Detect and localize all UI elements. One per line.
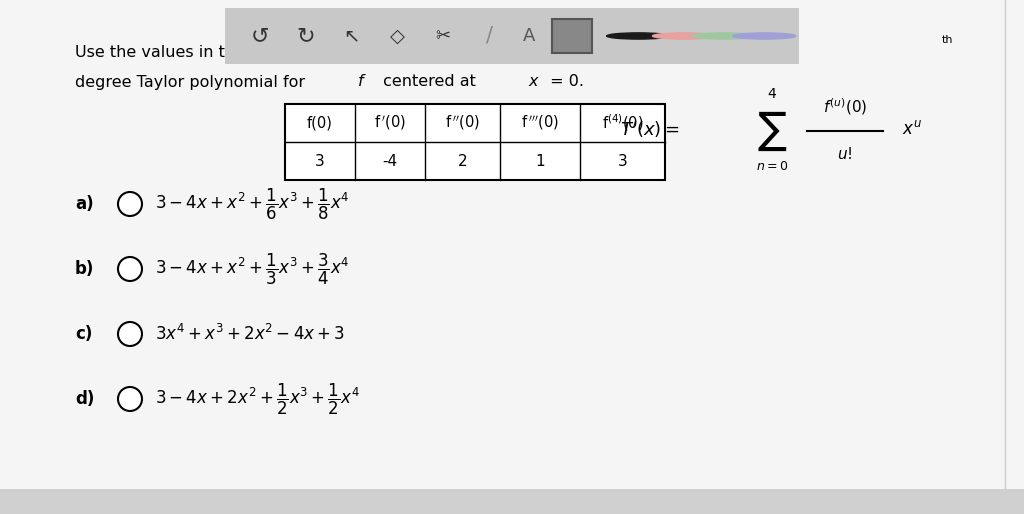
Text: degree Taylor polynomial for: degree Taylor polynomial for (75, 75, 310, 89)
Text: $3 - 4x + x^2 + \dfrac{1}{3}x^3 + \dfrac{3}{4}x^4$: $3 - 4x + x^2 + \dfrac{1}{3}x^3 + \dfrac… (155, 251, 349, 287)
Text: $\sum$: $\sum$ (757, 109, 787, 153)
Text: 3: 3 (315, 154, 325, 169)
Text: $3 - 4x + x^2 + \dfrac{1}{6}x^3 + \dfrac{1}{8}x^4$: $3 - 4x + x^2 + \dfrac{1}{6}x^3 + \dfrac… (155, 187, 349, 222)
Text: 1: 1 (536, 154, 545, 169)
Text: ↖: ↖ (343, 27, 359, 45)
Circle shape (733, 33, 796, 39)
Text: f(0): f(0) (307, 116, 333, 131)
Text: ✂: ✂ (435, 27, 451, 45)
Text: $4$: $4$ (767, 87, 777, 101)
Circle shape (652, 33, 716, 39)
Text: f$\,'$(0): f$\,'$(0) (374, 114, 407, 132)
Text: d): d) (75, 390, 94, 408)
Text: A: A (523, 27, 536, 45)
Text: ↻: ↻ (296, 26, 314, 46)
Text: $3x^4 + x^3 + 2x^2 - 4x + 3$: $3x^4 + x^3 + 2x^2 - 4x + 3$ (155, 324, 345, 344)
Circle shape (606, 33, 670, 39)
Text: $3 - 4x + 2x^2 + \dfrac{1}{2}x^3 + \dfrac{1}{2}x^4$: $3 - 4x + 2x^2 + \dfrac{1}{2}x^3 + \dfra… (155, 381, 360, 417)
Text: $f^{(u)}(0)$: $f^{(u)}(0)$ (823, 97, 867, 117)
Circle shape (118, 192, 142, 216)
Text: b): b) (75, 260, 94, 278)
FancyBboxPatch shape (197, 5, 827, 67)
Circle shape (118, 257, 142, 281)
Text: 2: 2 (458, 154, 467, 169)
Text: = 0.: = 0. (545, 75, 584, 89)
Text: c): c) (75, 325, 92, 343)
Text: $T'(x) =$: $T'(x) =$ (620, 119, 680, 139)
Text: Use the values in the table below and the formula for Taylor polynomials to give: Use the values in the table below and th… (75, 45, 767, 60)
Text: f$^{(4)}$(0): f$^{(4)}$(0) (602, 113, 643, 133)
Text: x: x (528, 75, 538, 89)
Circle shape (118, 387, 142, 411)
FancyBboxPatch shape (552, 19, 592, 53)
Text: ↺: ↺ (251, 26, 269, 46)
Text: /: / (485, 26, 493, 46)
Circle shape (118, 322, 142, 346)
Text: ◇: ◇ (390, 27, 404, 45)
Text: -4: -4 (382, 154, 397, 169)
Text: $n=0$: $n=0$ (756, 160, 788, 174)
Text: centered at: centered at (378, 75, 481, 89)
Circle shape (692, 33, 756, 39)
Text: f: f (358, 75, 364, 89)
Text: 3: 3 (617, 154, 628, 169)
Bar (0, 489, 1024, 514)
Text: a): a) (75, 195, 93, 213)
Text: $x^u$: $x^u$ (902, 120, 922, 138)
Text: th: th (942, 35, 953, 45)
Bar (285, 104, 665, 180)
Text: f$\,^{\prime\prime\prime}$(0): f$\,^{\prime\prime\prime}$(0) (521, 114, 559, 132)
Text: f$\,^{\prime\prime}$(0): f$\,^{\prime\prime}$(0) (444, 114, 480, 132)
Text: $u!$: $u!$ (838, 146, 853, 162)
